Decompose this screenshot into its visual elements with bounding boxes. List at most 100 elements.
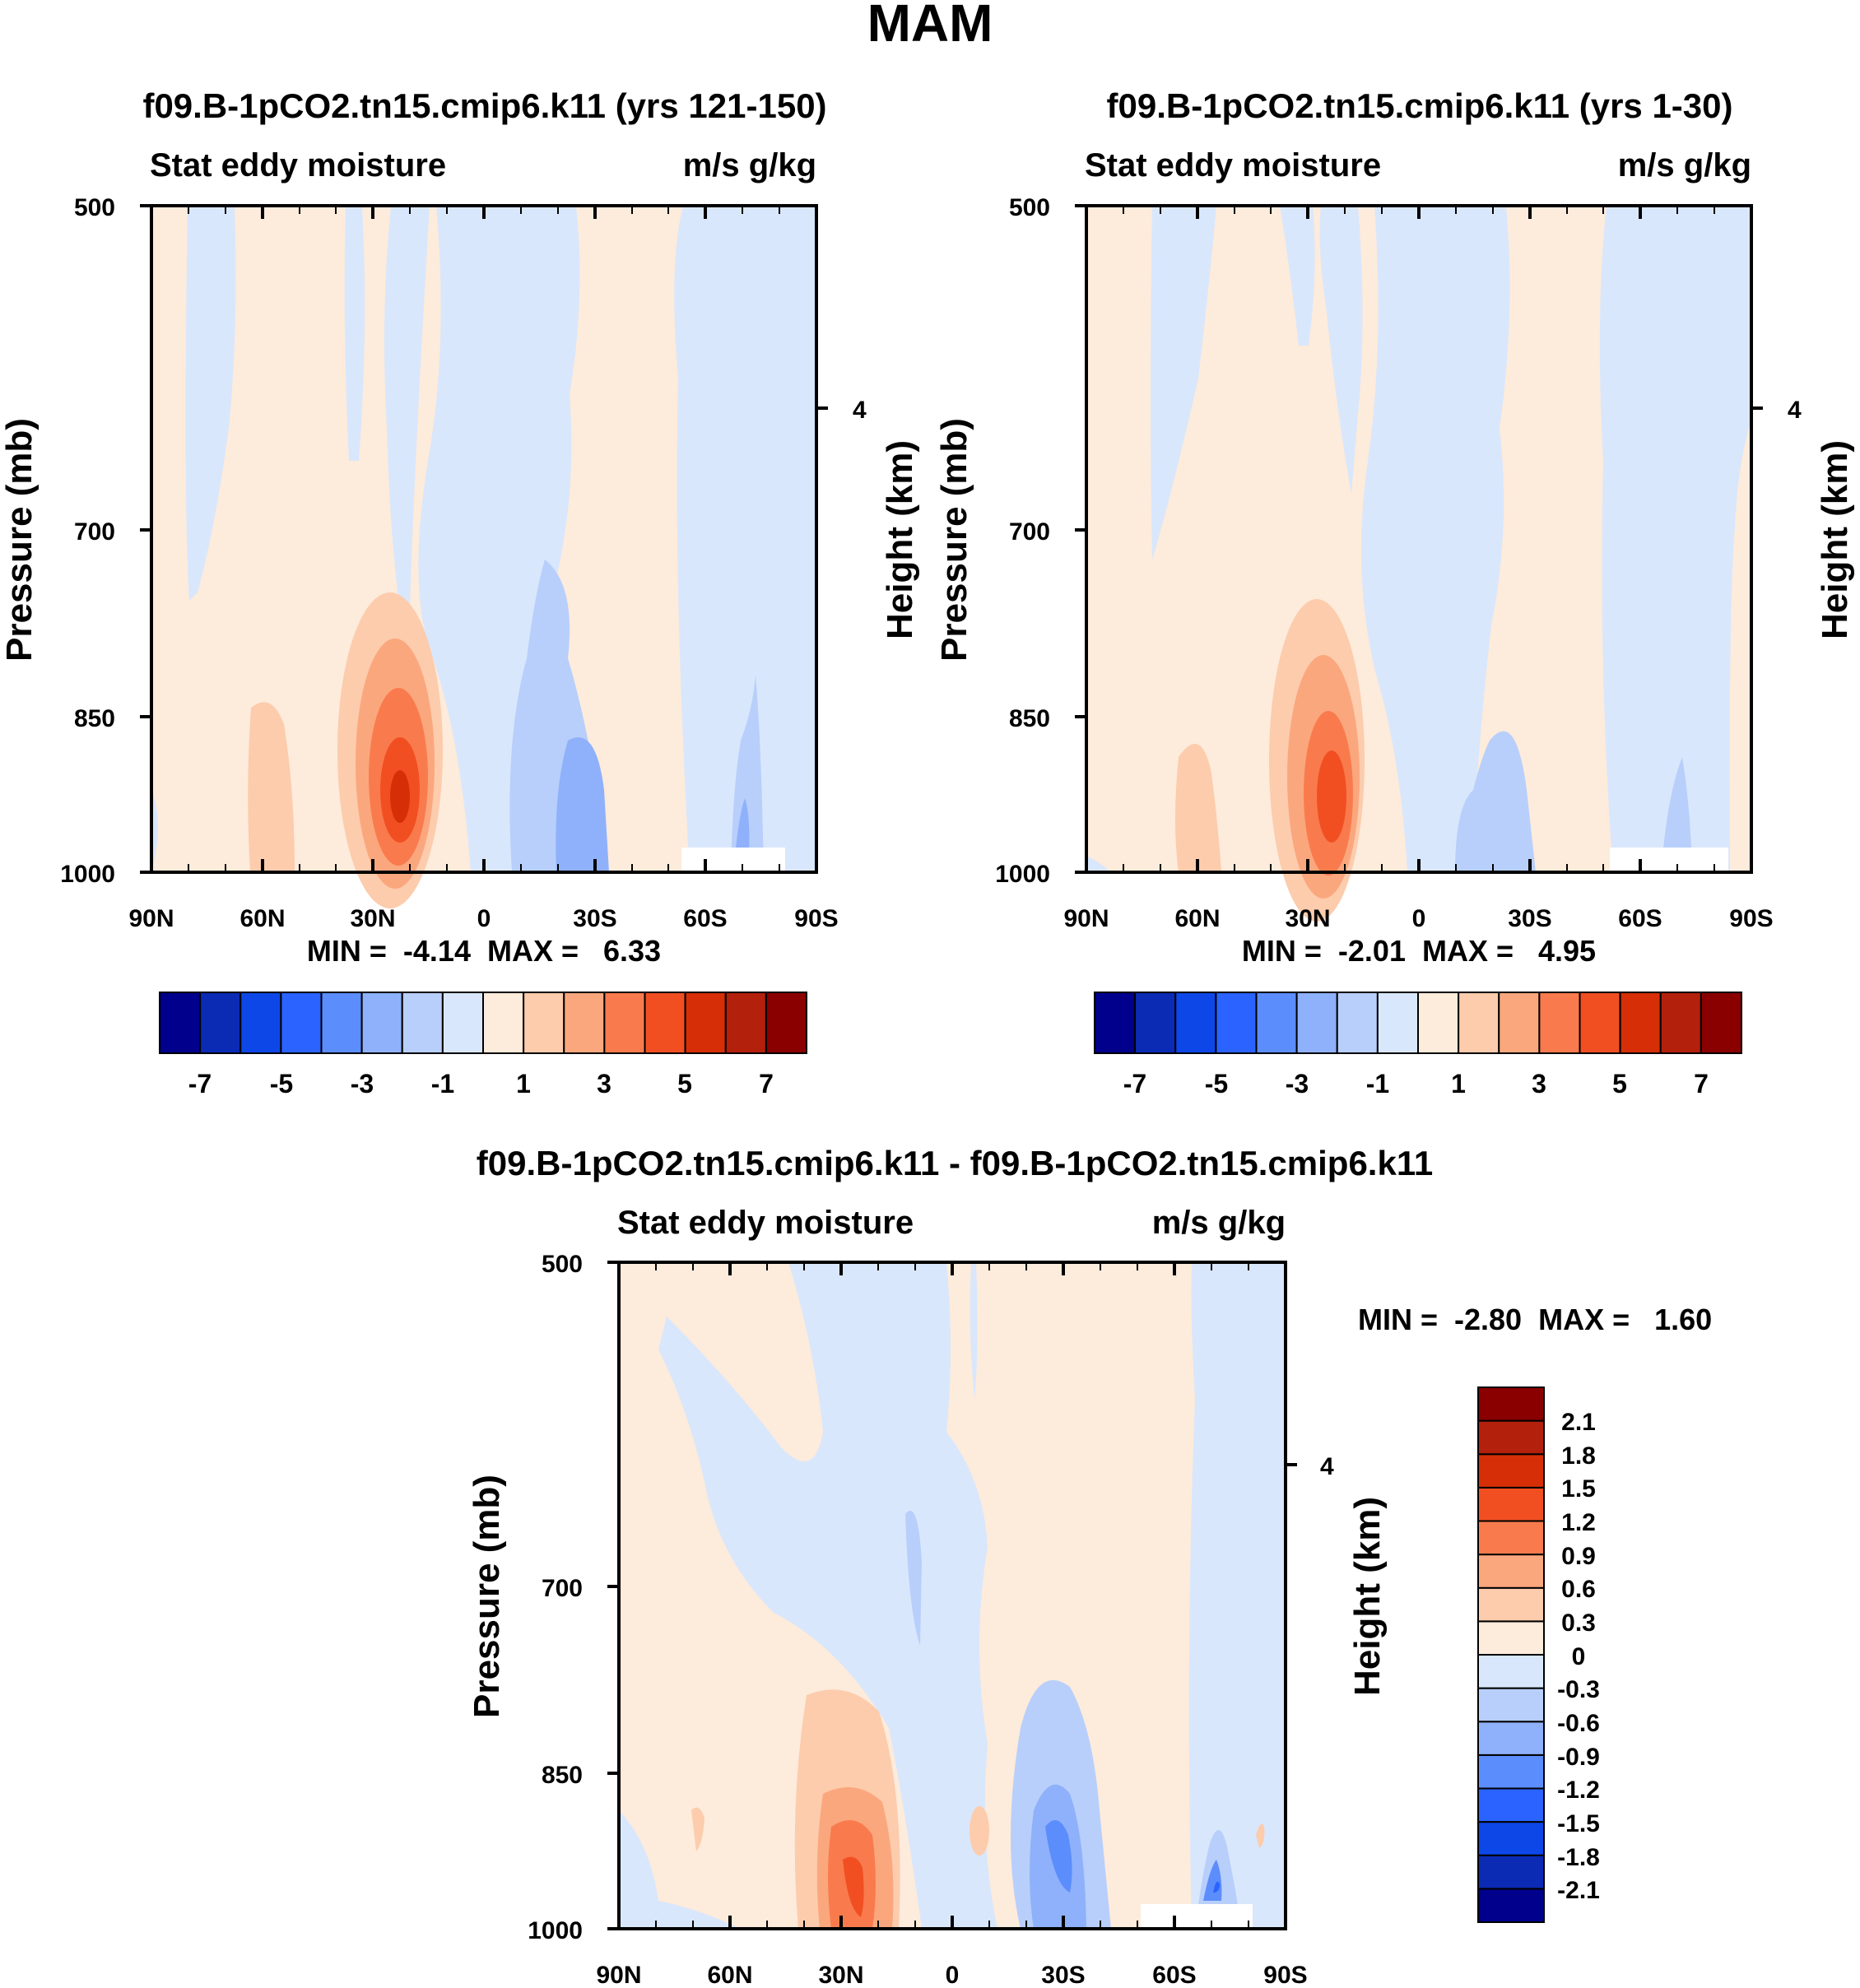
panel-2-xtick: 60N (1174, 905, 1220, 932)
panel-1-colorbar-label: -1 (431, 1069, 454, 1099)
panel-3-xtick: 30S (1041, 1962, 1085, 1988)
panel-3-xtick: 60N (707, 1962, 752, 1988)
panel-3-ytick: 700 (542, 1575, 583, 1602)
panel-2-axes (1075, 204, 1763, 874)
panel-2-ylabel-right: Height (km) (1815, 440, 1855, 639)
colorbar-swatch (1477, 1419, 1545, 1456)
panel-1-ytick: 850 (74, 705, 115, 732)
colorbar-swatch (1295, 992, 1338, 1054)
panel-3-xtick: 0 (946, 1962, 960, 1988)
panel-3-colorbar-label: -1.2 (1557, 1777, 1600, 1804)
colorbar-swatch (1477, 1687, 1545, 1723)
panel-1-ylabel-right: Height (km) (880, 440, 920, 639)
colorbar-swatch (1174, 992, 1217, 1054)
colorbar-swatch (159, 992, 202, 1054)
panel-1-colorbar-label: 1 (516, 1069, 531, 1099)
colorbar-swatch (1477, 1753, 1545, 1790)
panel-1-units-label: m/s g/kg (683, 147, 816, 183)
colorbar-swatch (1376, 992, 1419, 1054)
panel-1-ytick: 500 (74, 194, 115, 221)
panel-2-colorbar-label: 5 (1612, 1069, 1627, 1099)
colorbar-swatch (1477, 1721, 1545, 1756)
panel-3-contour-field (619, 1262, 1286, 1929)
colorbar-swatch (644, 992, 686, 1054)
panel-1: f09.B-1pCO2.tn15.cmip6.k11 (yrs 121-150)… (0, 86, 920, 1099)
panel-3-left-label: Stat eddy moisture (617, 1205, 914, 1241)
colorbar-swatch (199, 992, 242, 1054)
panel-2-xtick: 30N (1285, 905, 1330, 932)
panel-3-stats: MIN = -2.80 MAX = 1.60 (1358, 1303, 1712, 1336)
panel-3-ytick: 1000 (528, 1917, 583, 1944)
panel-3-colorbar-label: 0.9 (1561, 1543, 1596, 1570)
panel-1-left-label: Stat eddy moisture (150, 147, 446, 183)
panel-2-ytick: 1000 (995, 861, 1050, 888)
colorbar-swatch (1619, 992, 1662, 1054)
panel-1-colorbar-label: -5 (270, 1069, 293, 1099)
panel-2-xtick: 90S (1729, 905, 1773, 932)
panel-2-left-label: Stat eddy moisture (1085, 147, 1381, 183)
panel-2-title: f09.B-1pCO2.tn15.cmip6.k11 (yrs 1-30) (1106, 86, 1732, 125)
panel-1-colorbar-label: -7 (188, 1069, 212, 1099)
panel-2-colorbar-label: -1 (1366, 1069, 1389, 1099)
colorbar-swatch (1477, 1854, 1545, 1890)
panel-1-xtick: 60S (683, 905, 727, 932)
panel-3-title: f09.B-1pCO2.tn15.cmip6.k11 - f09.B-1pCO2… (477, 1144, 1433, 1182)
panel-3-ytick: 500 (542, 1251, 583, 1278)
panel-2-colorbar-label: -5 (1205, 1069, 1228, 1099)
panel-2-ylabel: Pressure (mb) (934, 418, 974, 662)
colorbar-swatch (1477, 1486, 1545, 1522)
panel-2-colorbar-label: -7 (1123, 1069, 1146, 1099)
panel-3-xtick: 90S (1263, 1962, 1307, 1988)
panel-1-ytick: 700 (74, 518, 115, 546)
panel-3-colorbar-label: 1.5 (1561, 1475, 1596, 1503)
panel-3-colorbar-label: -1.5 (1557, 1810, 1600, 1837)
panel-1-xtick: 90S (794, 905, 838, 932)
colorbar-swatch (1417, 992, 1460, 1054)
colorbar-swatch (523, 992, 565, 1054)
panel-2-colorbar-label: 3 (1532, 1069, 1546, 1099)
panel-1-xtick: 0 (477, 905, 491, 932)
panel-1-colorbar-label: 3 (597, 1069, 611, 1099)
panel-2-stats: MIN = -2.01 MAX = 4.95 (1242, 934, 1596, 968)
panel-3-xtick: 60S (1152, 1962, 1196, 1988)
panel-1-title: f09.B-1pCO2.tn15.cmip6.k11 (yrs 121-150) (142, 86, 826, 125)
panel-3-colorbar-label: 1.8 (1561, 1442, 1596, 1470)
colorbar-swatch (401, 992, 444, 1054)
panel-2-contour-field (1086, 206, 1751, 922)
panel-3-xtick: 90N (596, 1962, 641, 1988)
panel-1-colorbar (159, 992, 807, 1054)
colorbar-swatch (1477, 1654, 1545, 1689)
colorbar-swatch (1477, 1386, 1545, 1422)
colorbar-swatch (1538, 992, 1581, 1054)
panel-3-ylabel-right: Height (km) (1347, 1497, 1388, 1696)
panel-1-axes (140, 204, 828, 874)
colorbar-swatch (360, 992, 403, 1054)
colorbar-swatch (1477, 1888, 1545, 1923)
panel-1-ytick: 1000 (60, 861, 115, 888)
panel-2-colorbar-label: 7 (1694, 1069, 1709, 1099)
colorbar-swatch (1477, 1787, 1545, 1823)
panel-1-xtick: 90N (128, 905, 174, 932)
colorbar-swatch (1498, 992, 1541, 1054)
panel-3-colorbar-label: 1.2 (1561, 1509, 1596, 1536)
colorbar-swatch (239, 992, 282, 1054)
panel-2-ytick: 700 (1009, 518, 1050, 546)
panel-2-xtick: 90N (1063, 905, 1109, 932)
colorbar-swatch (1477, 1821, 1545, 1856)
colorbar-swatch (1336, 992, 1379, 1054)
panel-2: f09.B-1pCO2.tn15.cmip6.k11 (yrs 1-30) St… (934, 86, 1855, 1099)
colorbar-swatch (1134, 992, 1177, 1054)
colorbar-swatch (482, 992, 525, 1054)
panel-2-xtick: 60S (1618, 905, 1662, 932)
colorbar-swatch (1579, 992, 1621, 1054)
panel-3-colorbar-label: -2.1 (1557, 1877, 1600, 1904)
panel-2-ytick: 500 (1009, 194, 1050, 221)
panel-3-colorbar-label: -0.9 (1557, 1744, 1600, 1771)
panel-1-colorbar-label: 7 (759, 1069, 774, 1099)
colorbar-swatch (1477, 1520, 1545, 1556)
panel-3: f09.B-1pCO2.tn15.cmip6.k11 - f09.B-1pCO2… (467, 1144, 1712, 1988)
colorbar-swatch (1477, 1554, 1545, 1589)
panel-3-colorbar-label: 0.3 (1561, 1609, 1596, 1637)
colorbar-swatch (765, 992, 807, 1054)
